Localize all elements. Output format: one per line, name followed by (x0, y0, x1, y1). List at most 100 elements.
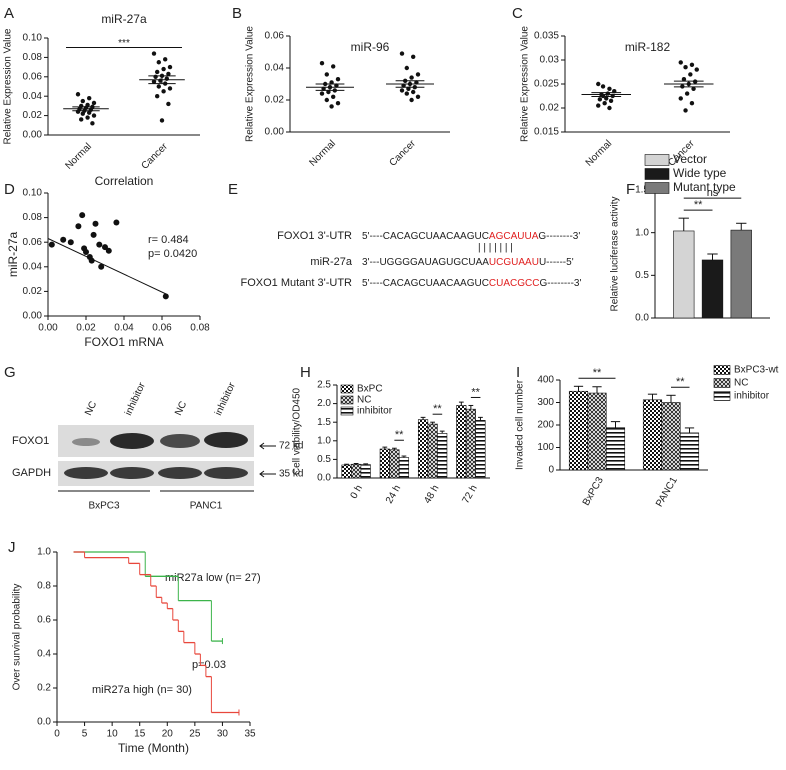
seq-part: 5'----CACAGCUAACAAGUC (362, 278, 489, 289)
y-tick-label: 0.0 (37, 717, 51, 728)
y-tick-label: 0.00 (23, 130, 43, 141)
legend-label: inhibitor (357, 406, 393, 417)
panel-label: G (4, 364, 16, 381)
data-point (683, 65, 688, 70)
band (204, 432, 248, 448)
data-point (102, 244, 108, 251)
y-tick-label: 1.0 (317, 435, 331, 446)
sequence: 3'---UGGGGAUAGUGCUAAUCGUAAUU------5' (362, 257, 574, 268)
bar (379, 448, 390, 479)
data-point (683, 108, 688, 113)
annotation: miR27a low (n= 27) (165, 572, 261, 584)
bar (398, 457, 410, 479)
data-point (167, 64, 173, 70)
legend-label: inhibitor (734, 391, 770, 402)
seq-highlight: UCGUAAU (489, 257, 539, 268)
data-point (90, 121, 95, 126)
bar (568, 390, 589, 471)
legend-swatch (713, 378, 731, 388)
bar (456, 405, 467, 479)
x-tick-label: 25 (189, 729, 201, 740)
y-tick-label: 0.06 (23, 237, 43, 248)
x-tick-label: 24 h (384, 483, 403, 505)
sig-label: ** (593, 367, 602, 379)
data-point (604, 96, 609, 101)
data-point (411, 89, 416, 95)
pairing: | | | | | | | (478, 243, 513, 254)
bar (605, 427, 626, 471)
bar (730, 229, 752, 319)
row-name: FOXO1 3'-UTR (277, 230, 352, 242)
y-tick-label: 0.02 (265, 95, 285, 106)
x-axis-label: Time (Month) (118, 741, 189, 755)
y-tick-label: 0.00 (265, 127, 285, 138)
legend-label: BxPC (357, 384, 383, 395)
row-name: FOXO1 Mutant 3'-UTR (240, 277, 352, 289)
legend-swatch (713, 391, 731, 401)
y-tick-label: 0.00 (23, 311, 43, 322)
data-point (166, 71, 171, 77)
bar (642, 399, 663, 471)
data-point (155, 69, 160, 75)
y-tick-label: 0.06 (265, 31, 285, 42)
legend-swatch (340, 395, 354, 405)
y-axis-label: Relative Expression Value (245, 26, 256, 142)
data-point (98, 263, 105, 270)
data-point (335, 77, 341, 82)
panel-label: B (232, 5, 242, 22)
bar (341, 464, 352, 479)
bar (437, 433, 448, 479)
legend-label: NC (357, 395, 371, 406)
legend-label: BxPC3-wt (734, 365, 779, 376)
data-point (75, 92, 81, 97)
data-point (684, 91, 690, 96)
chart-title: miR-182 (625, 40, 671, 54)
x-tick-label: PANC1 (654, 475, 680, 509)
data-point (409, 75, 414, 80)
data-point (48, 241, 55, 248)
seq-part: U------5' (539, 257, 574, 268)
panel-label: H (300, 364, 311, 381)
y-axis-label: miR-27a (6, 232, 20, 278)
y-tick-label: 0.08 (23, 212, 43, 223)
sig-label: ** (676, 376, 685, 388)
seq-part: G--------3' (539, 278, 581, 289)
y-tick-label: 1.0 (37, 547, 51, 558)
data-point (163, 57, 168, 62)
data-point (415, 72, 421, 77)
data-point (91, 100, 97, 106)
legend-swatch (340, 406, 354, 416)
lane-label: NC (173, 400, 189, 418)
data-point (88, 257, 95, 264)
sequence: 5'----CACAGCUAACAAGUCCUACGCCG--------3' (362, 278, 581, 289)
bar (389, 449, 400, 479)
data-point (83, 249, 89, 256)
row-name: miR-27a (310, 256, 352, 268)
data-point (151, 51, 157, 56)
x-tick-label: 0.00 (38, 323, 58, 334)
chart-title: miR-27a (101, 12, 147, 26)
bar (417, 419, 429, 479)
sequence: 5'----CACAGCUAACAAGUCAGCAUUAG--------3' (362, 231, 580, 242)
data-point (331, 94, 336, 100)
data-point (324, 97, 329, 103)
data-point (335, 101, 341, 106)
band (72, 438, 100, 446)
y-tick-label: 0.04 (23, 91, 43, 102)
data-point (162, 293, 169, 300)
legend-label: Wide type (673, 166, 727, 180)
data-point (75, 223, 82, 230)
data-point (96, 241, 103, 248)
panel-g: G NC inhibitor NC inhibitor FOXO1 GAPDH … (4, 364, 303, 512)
arrow-head (259, 442, 265, 450)
arrow-head (259, 470, 265, 478)
y-tick-label: 0.04 (23, 261, 43, 272)
protein-label: FOXO1 (12, 435, 49, 447)
size-label: 35 kd (279, 469, 303, 480)
cell-line-label: PANC1 (190, 501, 223, 512)
data-point (151, 79, 157, 84)
bar (475, 420, 486, 479)
panel-label: C (512, 5, 523, 22)
